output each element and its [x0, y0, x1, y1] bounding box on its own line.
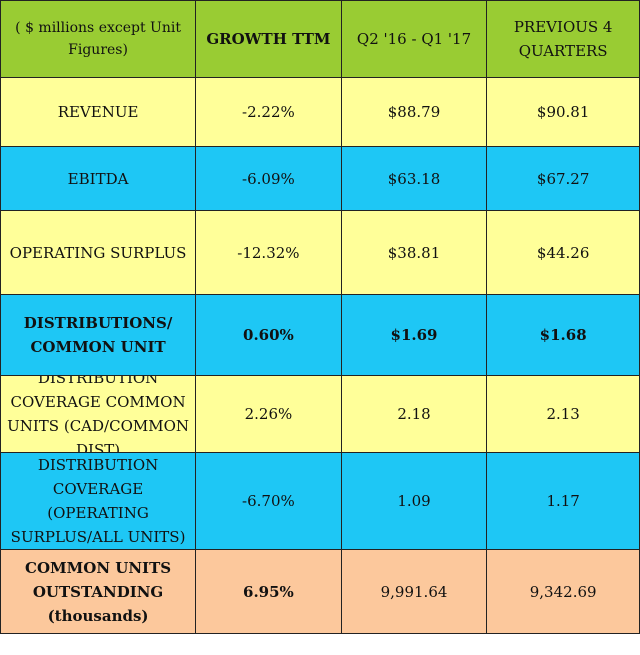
- row-growth: 6.95%: [195, 549, 342, 634]
- row-current: $1.69: [340, 294, 488, 376]
- row-previous: 2.13: [486, 375, 640, 453]
- header-label-cell: ( $ millions except Unit Figures): [0, 0, 197, 78]
- financial-summary-table: ( $ millions except Unit Figures) GROWTH…: [0, 0, 640, 634]
- table-row-ebitda: EBITDA -6.09% $63.18 $67.27: [0, 146, 640, 211]
- row-growth: 0.60%: [195, 294, 342, 376]
- row-previous: $44.26: [486, 210, 640, 295]
- row-current: 9,991.64: [340, 549, 488, 634]
- table-row-distribution-coverage-operating: DISTRIBUTION COVERAGE (OPERATING SURPLUS…: [0, 452, 640, 550]
- row-current: $63.18: [340, 146, 488, 211]
- header-current-cell: Q2 '16 - Q1 '17: [340, 0, 488, 78]
- row-previous: 9,342.69: [486, 549, 640, 634]
- row-label: REVENUE: [0, 77, 197, 147]
- table-row-revenue: REVENUE -2.22% $88.79 $90.81: [0, 77, 640, 147]
- row-previous: $67.27: [486, 146, 640, 211]
- row-label: COMMON UNITS OUTSTANDING (thousands): [0, 549, 197, 634]
- row-current: 2.18: [340, 375, 488, 453]
- row-previous: $90.81: [486, 77, 640, 147]
- row-label-text: DISTRIBUTION COVERAGE COMMON UNITS (CAD/…: [7, 375, 190, 453]
- table-row-common-units: COMMON UNITS OUTSTANDING (thousands) 6.9…: [0, 549, 640, 634]
- row-growth: -12.32%: [195, 210, 342, 295]
- row-label: DISTRIBUTION COVERAGE (OPERATING SURPLUS…: [0, 452, 197, 550]
- row-growth: -6.70%: [195, 452, 342, 550]
- header-previous-cell: PREVIOUS 4 QUARTERS: [486, 0, 640, 78]
- row-current: $38.81: [340, 210, 488, 295]
- row-current: $88.79: [340, 77, 488, 147]
- table-row-distributions: DISTRIBUTIONS/ COMMON UNIT 0.60% $1.69 $…: [0, 294, 640, 376]
- table-row-operating-surplus: OPERATING SURPLUS -12.32% $38.81 $44.26: [0, 210, 640, 295]
- row-label: EBITDA: [0, 146, 197, 211]
- row-label: OPERATING SURPLUS: [0, 210, 197, 295]
- table-row-distribution-coverage-common: DISTRIBUTION COVERAGE COMMON UNITS (CAD/…: [0, 375, 640, 453]
- header-growth-cell: GROWTH TTM: [195, 0, 342, 78]
- row-growth: -6.09%: [195, 146, 342, 211]
- row-current: 1.09: [340, 452, 488, 550]
- row-previous: 1.17: [486, 452, 640, 550]
- row-label: DISTRIBUTION COVERAGE COMMON UNITS (CAD/…: [0, 375, 197, 453]
- row-label: DISTRIBUTIONS/ COMMON UNIT: [0, 294, 197, 376]
- row-growth: 2.26%: [195, 375, 342, 453]
- row-previous: $1.68: [486, 294, 640, 376]
- row-growth: -2.22%: [195, 77, 342, 147]
- header-row: ( $ millions except Unit Figures) GROWTH…: [0, 0, 640, 78]
